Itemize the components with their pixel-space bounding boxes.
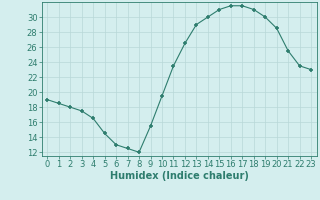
X-axis label: Humidex (Indice chaleur): Humidex (Indice chaleur) xyxy=(110,171,249,181)
